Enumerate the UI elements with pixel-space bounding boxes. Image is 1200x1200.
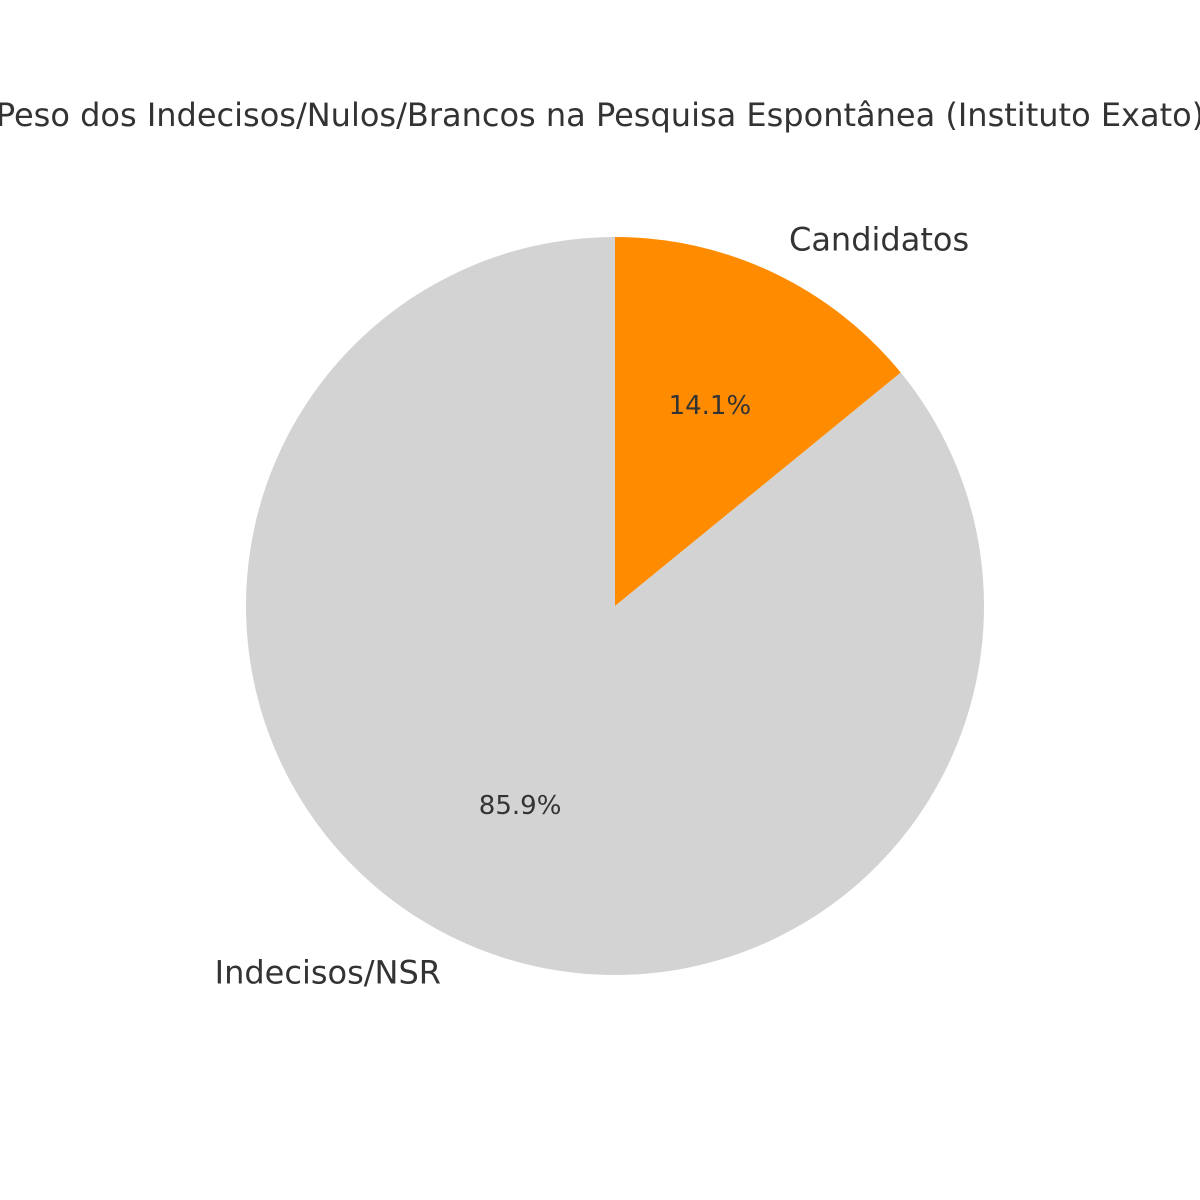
pie-slice-indecisos-nsr <box>246 237 984 975</box>
pie-percent-label: 85.9% <box>479 791 562 821</box>
pie-slices <box>246 237 984 975</box>
pie-labels: 14.1% Candidatos 85.9% Indecisos/NSR <box>215 220 970 991</box>
pie-slice-candidatos <box>615 237 901 606</box>
pie-category-label: Indecisos/NSR <box>215 954 441 992</box>
chart-title: Peso dos Indecisos/Nulos/Brancos na Pesq… <box>0 96 1200 134</box>
pie-percent-label: 14.1% <box>669 391 752 421</box>
pie-category-label: Candidatos <box>789 220 969 258</box>
